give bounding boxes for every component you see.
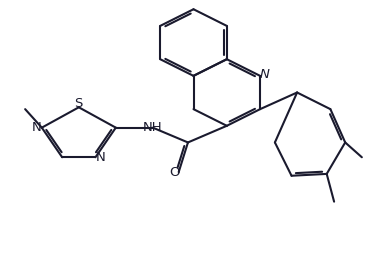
Text: N: N bbox=[260, 68, 269, 81]
Text: NH: NH bbox=[143, 121, 163, 134]
Text: O: O bbox=[169, 166, 180, 178]
Text: S: S bbox=[75, 97, 83, 110]
Text: N: N bbox=[96, 151, 106, 164]
Text: N: N bbox=[31, 121, 41, 134]
